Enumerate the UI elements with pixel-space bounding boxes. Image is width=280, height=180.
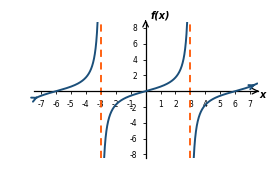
Text: x: x [260,90,266,100]
Text: f(x): f(x) [150,11,170,21]
